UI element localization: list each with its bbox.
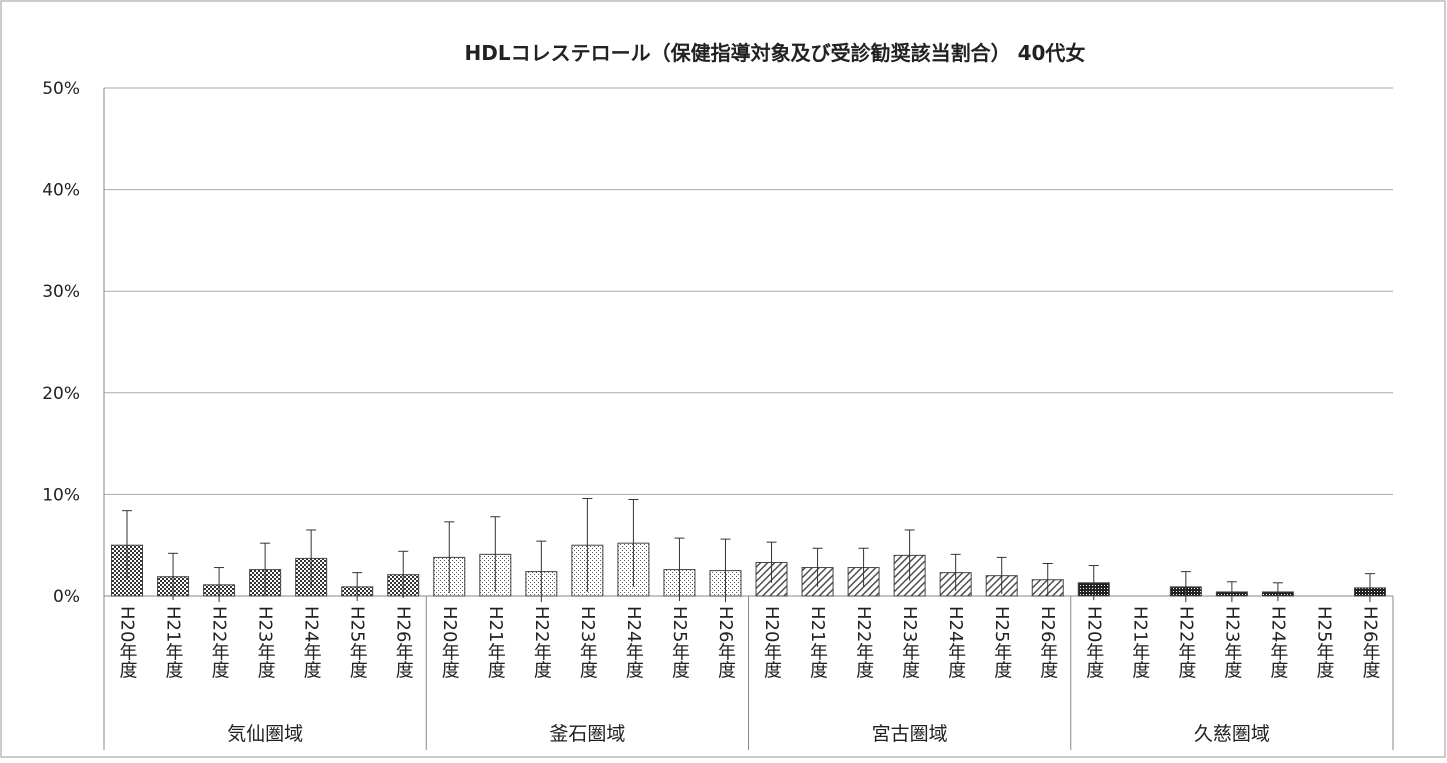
x-tick-label: H23年度	[1221, 606, 1242, 678]
x-tick-label: H20年度	[761, 606, 782, 678]
y-tick-label: 0%	[53, 587, 80, 607]
group-label: 宮古圏域	[872, 723, 948, 745]
x-tick-label: H21年度	[485, 606, 506, 678]
x-tick-label: H23年度	[577, 606, 598, 678]
y-tick-label: 10%	[42, 485, 80, 505]
x-tick-label: H25年度	[669, 606, 690, 678]
x-tick-label: H23年度	[255, 606, 276, 678]
x-tick-label: H22年度	[1175, 606, 1196, 678]
x-tick-label: H25年度	[1313, 606, 1334, 678]
x-tick-label: H24年度	[623, 606, 644, 678]
group-label: 気仙圏域	[227, 723, 303, 745]
x-tick-label: H22年度	[209, 606, 230, 678]
x-tick-label: H20年度	[1083, 606, 1104, 678]
y-tick-label: 20%	[42, 384, 80, 404]
x-tick-label: H24年度	[301, 606, 322, 678]
x-tick-label: H22年度	[853, 606, 874, 678]
x-tick-label: H21年度	[1129, 606, 1150, 678]
chart-title: HDLコレステロール（保健指導対象及び受診勧奨該当割合） 40代女	[465, 41, 1086, 65]
x-tick-label: H23年度	[899, 606, 920, 678]
x-tick-label: H26年度	[715, 606, 736, 678]
x-tick-label: H25年度	[991, 606, 1012, 678]
y-tick-label: 30%	[42, 282, 80, 302]
group-label: 釜石圏域	[549, 723, 625, 745]
x-tick-label: H26年度	[1037, 606, 1058, 678]
group-label: 久慈圏域	[1194, 723, 1270, 745]
x-tick-label: H24年度	[945, 606, 966, 678]
y-tick-label: 50%	[42, 79, 80, 99]
x-tick-label: H26年度	[393, 606, 414, 678]
x-tick-label: H20年度	[439, 606, 460, 678]
x-tick-label: H21年度	[163, 606, 184, 678]
x-tick-label: H26年度	[1359, 606, 1380, 678]
x-tick-label: H24年度	[1267, 606, 1288, 678]
x-tick-label: H22年度	[531, 606, 552, 678]
x-tick-label: H25年度	[347, 606, 368, 678]
x-tick-label: H21年度	[807, 606, 828, 678]
x-tick-label: H20年度	[117, 606, 138, 678]
y-tick-label: 40%	[42, 181, 80, 201]
